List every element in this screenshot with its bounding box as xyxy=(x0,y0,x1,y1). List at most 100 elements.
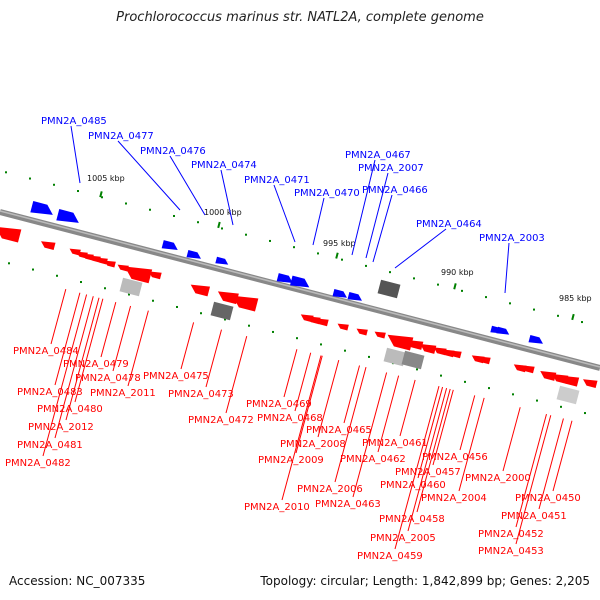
reverse-gene-arrow xyxy=(217,291,239,305)
forward-gene-arrow xyxy=(215,256,229,265)
reverse-gene-arrow xyxy=(307,316,321,325)
major-tick-mark xyxy=(217,221,221,229)
forward-gene-arrow xyxy=(161,240,178,251)
reverse-label-leader-line xyxy=(417,386,444,479)
forward-gene-arrow xyxy=(528,334,543,344)
tick-mark xyxy=(221,227,223,230)
forward-gene-label: PMN2A_0467 xyxy=(345,150,411,161)
tick-mark xyxy=(341,258,343,261)
reverse-gene-arrow xyxy=(387,334,414,351)
tick-mark xyxy=(536,399,538,402)
reverse-gene-label: PMN2A_0469 xyxy=(246,399,312,410)
tick-mark xyxy=(464,380,466,383)
reverse-label-leader-line xyxy=(54,296,94,439)
tick-mark xyxy=(413,277,415,280)
scale-label: 1005 kbp xyxy=(87,174,125,183)
reverse-gene-label: PMN2A_2012 xyxy=(28,422,94,433)
scale-label: 990 kbp xyxy=(441,268,474,277)
tick-mark xyxy=(269,239,271,242)
reverse-gene-label: PMN2A_0456 xyxy=(422,452,488,463)
forward-gene-arrow xyxy=(30,201,53,215)
forward-label-leader-line xyxy=(70,125,81,184)
forward-gene-label: PMN2A_0477 xyxy=(88,131,154,142)
scale-label: 985 kbp xyxy=(559,294,592,303)
reverse-label-leader-line xyxy=(552,420,573,492)
reverse-gene-arrow xyxy=(374,331,386,339)
tick-mark xyxy=(560,405,562,408)
reverse-gene-arrow xyxy=(0,226,22,243)
major-tick-mark xyxy=(571,313,575,321)
rna-feature-box xyxy=(383,347,407,367)
reverse-label-leader-line xyxy=(127,310,149,387)
reverse-gene-arrow xyxy=(117,264,129,272)
forward-gene-label: PMN2A_0470 xyxy=(294,188,360,199)
tick-mark xyxy=(416,368,418,371)
reverse-label-leader-line xyxy=(54,292,81,386)
tick-mark xyxy=(125,202,127,205)
forward-label-leader-line xyxy=(117,140,181,211)
reverse-label-leader-line xyxy=(180,322,195,370)
reverse-label-leader-line xyxy=(394,386,440,550)
reverse-label-leader-line xyxy=(283,349,298,398)
tick-mark xyxy=(320,343,322,346)
rna-feature-box xyxy=(401,350,425,370)
tick-mark xyxy=(437,283,439,286)
map-title: Prochlorococcus marinus str. NATL2A, com… xyxy=(116,10,484,25)
reverse-label-leader-line xyxy=(294,352,312,412)
reverse-label-leader-line xyxy=(42,294,88,457)
reverse-gene-label: PMN2A_0450 xyxy=(515,493,581,504)
reverse-label-leader-line xyxy=(343,365,361,424)
accession-text: Accession: NC_007335 xyxy=(9,574,146,588)
forward-label-leader-line xyxy=(312,197,325,246)
tick-mark xyxy=(584,412,586,415)
reverse-gene-arrow xyxy=(89,255,101,263)
reverse-gene-arrow xyxy=(148,271,162,280)
rna-feature-box xyxy=(556,385,580,405)
reverse-gene-label: PMN2A_0479 xyxy=(63,359,129,370)
reverse-gene-label: PMN2A_0482 xyxy=(5,458,71,469)
reverse-gene-arrow xyxy=(583,379,598,389)
forward-gene-label: PMN2A_2007 xyxy=(358,163,424,174)
forward-gene-arrow xyxy=(56,209,79,223)
forward-label-leader-line xyxy=(220,169,234,226)
reverse-label-leader-line xyxy=(295,355,323,454)
tick-mark xyxy=(101,196,103,199)
reverse-gene-label: PMN2A_0463 xyxy=(315,499,381,510)
forward-gene-label: PMN2A_0464 xyxy=(416,219,482,230)
tick-mark xyxy=(245,233,247,236)
forward-label-leader-line xyxy=(273,184,296,243)
forward-label-leader-line xyxy=(394,228,447,269)
reverse-gene-arrow xyxy=(521,365,535,374)
tick-mark xyxy=(344,349,346,352)
reverse-label-leader-line xyxy=(225,336,248,414)
reverse-label-leader-line xyxy=(317,359,340,438)
forward-gene-arrow xyxy=(186,249,201,259)
tick-mark xyxy=(461,289,463,292)
major-tick-mark xyxy=(335,252,339,259)
reverse-gene-arrow xyxy=(420,343,437,354)
reverse-gene-label: PMN2A_0459 xyxy=(357,551,423,562)
reverse-gene-label: PMN2A_2000 xyxy=(465,473,531,484)
tick-mark xyxy=(200,312,202,315)
genome-backbone xyxy=(0,209,600,371)
tick-mark xyxy=(152,299,154,302)
major-tick-mark xyxy=(453,283,457,290)
tick-mark xyxy=(440,374,442,377)
reverse-gene-arrow xyxy=(190,284,211,297)
tick-mark xyxy=(8,262,10,265)
reverse-gene-label: PMN2A_0458 xyxy=(379,514,445,525)
forward-gene-arrow xyxy=(289,275,310,288)
forward-gene-arrow xyxy=(347,291,362,301)
forward-gene-arrow xyxy=(332,288,347,298)
forward-gene-label: PMN2A_0474 xyxy=(191,160,257,171)
reverse-gene-arrow xyxy=(477,356,491,365)
reverse-label-leader-line xyxy=(515,413,547,528)
tick-mark xyxy=(56,274,58,277)
reverse-gene-label: PMN2A_0478 xyxy=(75,373,141,384)
forward-label-leader-line xyxy=(169,155,206,216)
forward-label-leader-line xyxy=(365,172,389,259)
reverse-gene-label: PMN2A_0473 xyxy=(168,389,234,400)
forward-label-leader-line xyxy=(372,194,393,263)
reverse-gene-label: PMN2A_0451 xyxy=(501,511,567,522)
reverse-label-leader-line xyxy=(399,379,416,437)
